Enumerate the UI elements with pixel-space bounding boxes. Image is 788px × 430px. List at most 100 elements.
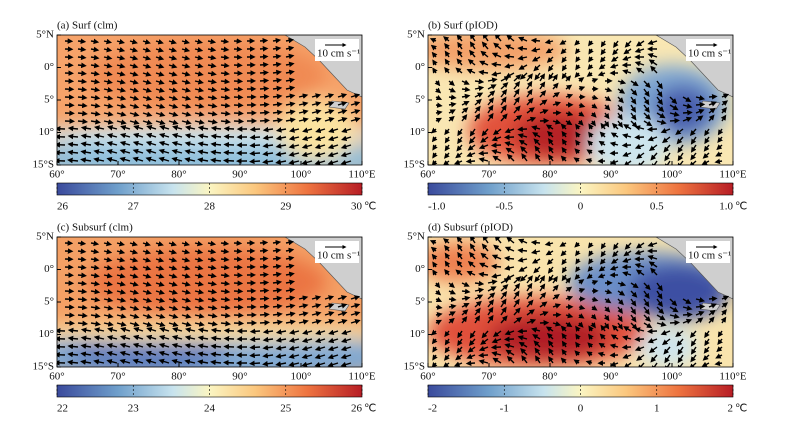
vector bbox=[513, 282, 521, 292]
vector bbox=[480, 50, 489, 58]
vector bbox=[67, 157, 79, 164]
vector bbox=[220, 320, 232, 327]
vector bbox=[526, 73, 533, 82]
vector bbox=[530, 37, 541, 44]
vector bbox=[695, 303, 706, 310]
vector bbox=[435, 87, 442, 94]
vector bbox=[504, 343, 515, 349]
vector bbox=[643, 88, 650, 98]
vector bbox=[565, 312, 574, 319]
vector bbox=[194, 240, 204, 247]
vector bbox=[210, 133, 222, 140]
vector bbox=[552, 303, 561, 309]
lon-label: 100° bbox=[662, 169, 683, 181]
vector bbox=[474, 98, 482, 106]
vector bbox=[298, 101, 309, 107]
vector bbox=[548, 145, 554, 154]
vector bbox=[103, 240, 113, 247]
vector bbox=[530, 47, 541, 53]
vector bbox=[116, 71, 126, 77]
vector bbox=[630, 104, 637, 113]
vector bbox=[435, 296, 443, 303]
vector bbox=[530, 239, 541, 246]
vector bbox=[682, 96, 692, 103]
vector bbox=[262, 142, 274, 149]
vector bbox=[142, 71, 152, 77]
vector bbox=[444, 260, 451, 268]
vector bbox=[466, 353, 476, 359]
vector bbox=[90, 54, 100, 61]
vector bbox=[613, 40, 619, 49]
vector bbox=[530, 249, 541, 255]
vector bbox=[119, 334, 131, 341]
vector bbox=[519, 72, 528, 80]
vector bbox=[565, 84, 573, 91]
lon-label: 110°E bbox=[719, 371, 746, 383]
vector bbox=[155, 273, 165, 279]
vector bbox=[578, 279, 585, 285]
vector bbox=[155, 249, 165, 255]
vector bbox=[272, 61, 282, 68]
vector bbox=[487, 306, 494, 316]
lon-label: 60° bbox=[420, 169, 435, 181]
vector bbox=[324, 303, 335, 309]
vector bbox=[133, 132, 144, 139]
vector bbox=[285, 239, 295, 246]
vector bbox=[708, 101, 717, 107]
vector bbox=[623, 124, 632, 130]
vector bbox=[116, 281, 126, 287]
vector bbox=[565, 110, 574, 117]
vector bbox=[116, 38, 125, 45]
vector bbox=[432, 67, 438, 74]
vector bbox=[181, 257, 191, 263]
lat-label: 15°S bbox=[403, 159, 425, 171]
lat-label: 5° bbox=[415, 296, 425, 308]
vector bbox=[168, 289, 178, 295]
vector bbox=[546, 56, 554, 63]
vector bbox=[590, 120, 596, 127]
vector bbox=[575, 258, 581, 265]
vector bbox=[591, 103, 598, 109]
vector bbox=[327, 159, 339, 165]
vector bbox=[194, 95, 205, 101]
vector bbox=[249, 360, 261, 367]
vector bbox=[609, 141, 619, 147]
colorbar-label: 25 bbox=[280, 403, 292, 415]
vector bbox=[479, 60, 489, 66]
vector bbox=[617, 96, 624, 104]
vector bbox=[715, 151, 723, 157]
vector bbox=[617, 104, 623, 112]
vector bbox=[480, 252, 489, 260]
vector bbox=[207, 110, 218, 117]
vector bbox=[103, 54, 113, 61]
vector bbox=[689, 128, 697, 137]
vector bbox=[275, 329, 287, 335]
vector bbox=[77, 320, 89, 327]
vector bbox=[444, 136, 451, 144]
vector bbox=[197, 141, 209, 147]
vector bbox=[448, 94, 457, 101]
vector bbox=[249, 126, 261, 133]
vector bbox=[220, 312, 231, 319]
vector bbox=[585, 158, 593, 164]
vector bbox=[119, 156, 131, 163]
vector bbox=[575, 123, 581, 130]
vector bbox=[448, 115, 455, 122]
vector bbox=[547, 332, 554, 340]
vector bbox=[116, 305, 127, 311]
vector bbox=[116, 103, 127, 109]
map bbox=[428, 35, 733, 165]
vector bbox=[262, 328, 274, 335]
vector bbox=[491, 149, 502, 155]
vector bbox=[168, 281, 178, 287]
vector bbox=[311, 319, 322, 325]
vector bbox=[444, 346, 451, 354]
vector bbox=[145, 148, 157, 155]
vector bbox=[622, 151, 632, 157]
vector bbox=[682, 109, 693, 116]
vector bbox=[534, 274, 541, 283]
vector bbox=[93, 335, 105, 341]
vector bbox=[648, 144, 658, 152]
lat-label: 15°S bbox=[32, 361, 54, 373]
vector bbox=[480, 136, 489, 143]
